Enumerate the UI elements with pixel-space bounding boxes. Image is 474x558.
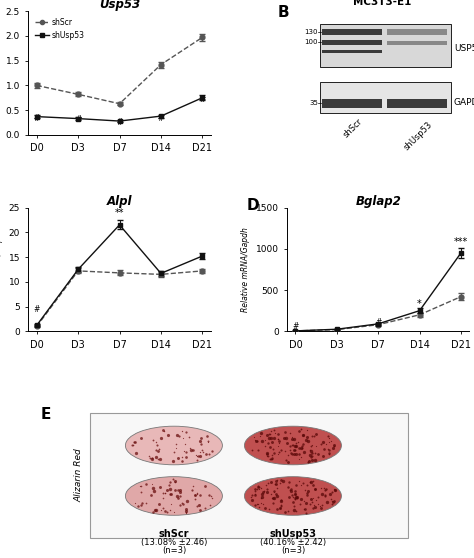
- Text: #: #: [75, 115, 82, 124]
- Title: Alpl: Alpl: [107, 195, 132, 208]
- Text: shScr: shScr: [341, 117, 364, 139]
- Text: Alizarin Red: Alizarin Red: [74, 448, 83, 502]
- Text: #: #: [375, 318, 382, 327]
- Text: (n=3): (n=3): [281, 546, 305, 555]
- Text: E: E: [41, 407, 51, 422]
- Bar: [320, 23, 451, 67]
- Ellipse shape: [245, 426, 341, 465]
- Text: shUsp53: shUsp53: [402, 120, 434, 152]
- Text: 100: 100: [305, 39, 318, 45]
- Y-axis label: Relative mRNA/Gapdh: Relative mRNA/Gapdh: [241, 227, 250, 312]
- Text: (40.16% ±2.42): (40.16% ±2.42): [260, 537, 326, 547]
- Bar: [322, 29, 382, 35]
- Ellipse shape: [126, 426, 222, 465]
- Text: (13.08% ±2.46): (13.08% ±2.46): [141, 537, 207, 547]
- Text: (n=3): (n=3): [162, 546, 186, 555]
- Text: 35: 35: [309, 100, 318, 106]
- Bar: [387, 29, 447, 35]
- Text: 130: 130: [305, 28, 318, 35]
- Text: ***: ***: [454, 237, 468, 247]
- Ellipse shape: [126, 477, 222, 515]
- Text: GAPDH: GAPDH: [454, 98, 474, 107]
- Title: Bglap2: Bglap2: [356, 195, 401, 208]
- Bar: [320, 81, 451, 113]
- Text: #: #: [292, 322, 299, 331]
- Text: shScr: shScr: [159, 528, 189, 538]
- Bar: [322, 99, 382, 108]
- Text: #: #: [34, 114, 40, 123]
- Text: #: #: [158, 113, 164, 123]
- Text: #: #: [116, 118, 123, 127]
- Text: shUsp53: shUsp53: [269, 528, 317, 538]
- Title: Usp53: Usp53: [99, 0, 140, 11]
- Text: #: #: [34, 305, 40, 314]
- Bar: [90, 413, 408, 537]
- Text: USP53: USP53: [454, 44, 474, 53]
- Bar: [387, 41, 447, 45]
- Bar: [322, 40, 382, 45]
- Y-axis label: Relative mRNA/Gapdh: Relative mRNA/Gapdh: [0, 227, 3, 312]
- Ellipse shape: [245, 477, 341, 515]
- Text: *: *: [417, 299, 422, 309]
- Text: **: **: [115, 209, 124, 218]
- Text: B: B: [278, 5, 290, 20]
- Text: D: D: [247, 198, 260, 213]
- Legend: shScr, shUsp53: shScr, shUsp53: [32, 15, 87, 43]
- Bar: [322, 50, 382, 53]
- Bar: [387, 99, 447, 108]
- Text: MC3T3-E1: MC3T3-E1: [353, 0, 411, 7]
- Text: #: #: [199, 95, 206, 104]
